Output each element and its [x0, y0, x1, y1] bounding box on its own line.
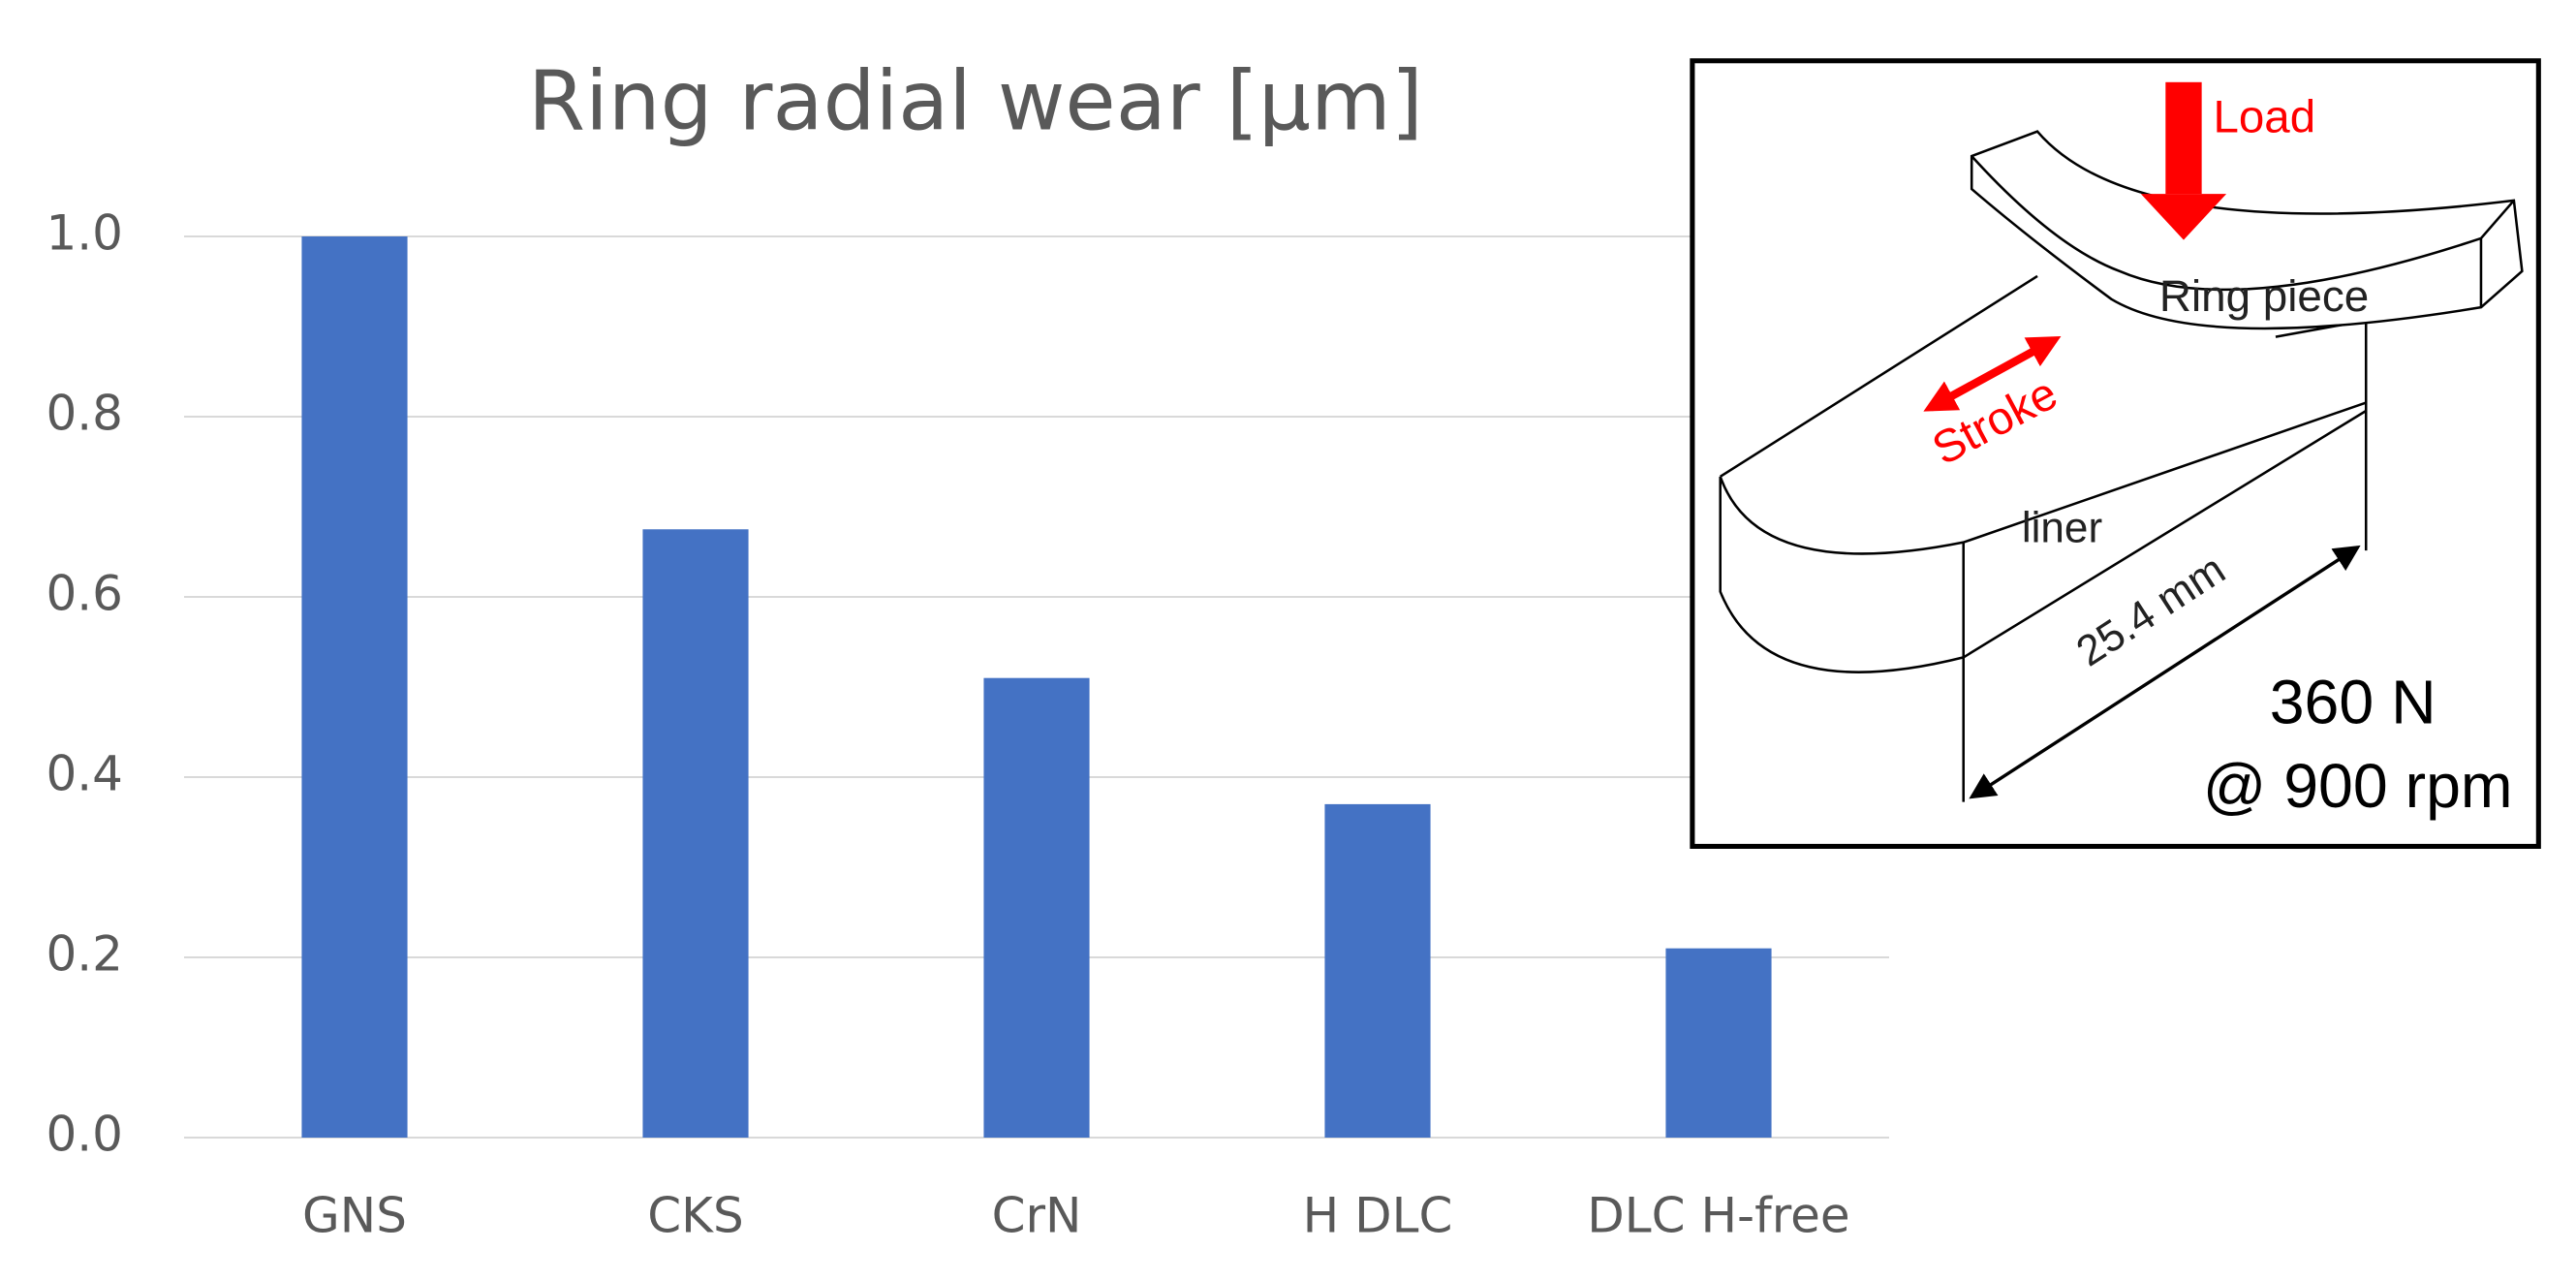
- load-arrow-head: [2140, 194, 2227, 240]
- x-tick-label: CrN: [992, 1188, 1082, 1244]
- force-label: 360 N: [2270, 667, 2436, 736]
- inset-diagram: Load Ring piece Stroke liner 25.4 mm 360…: [1690, 58, 2541, 849]
- dimension-arrow: [1969, 545, 2361, 799]
- bar: [983, 677, 1090, 1138]
- bar: [1324, 803, 1431, 1138]
- y-tick-label: 0.8: [46, 386, 123, 442]
- y-tick-label: 0.6: [46, 566, 123, 622]
- load-arrow: [2165, 81, 2202, 195]
- stroke-arrow: [1923, 336, 2062, 412]
- x-tick-label: DLC H-free: [1587, 1188, 1849, 1244]
- bar: [1665, 948, 1772, 1138]
- y-tick-label: 0.0: [46, 1107, 123, 1163]
- y-tick-label: 0.4: [46, 746, 123, 802]
- y-tick-label: 0.2: [46, 926, 123, 983]
- x-tick-label: CKS: [647, 1188, 743, 1244]
- liner-label: liner: [2022, 504, 2102, 551]
- x-tick-label: H DLC: [1303, 1188, 1453, 1244]
- y-tick-label: 1.0: [46, 205, 123, 262]
- x-tick-label: GNS: [302, 1188, 407, 1244]
- speed-label: @ 900 rpm: [2203, 751, 2513, 821]
- chart-title: Ring radial wear [µm]: [528, 53, 1423, 149]
- bar: [642, 529, 749, 1138]
- load-label: Load: [2214, 91, 2316, 142]
- bar: [301, 236, 408, 1138]
- plot-area: 0.0 0.2 0.4 0.6 0.8 1.0 GNS CKS CrN H DLC DLC H-fr…: [46, 205, 1889, 1244]
- ring-label: Ring piece: [2159, 271, 2369, 321]
